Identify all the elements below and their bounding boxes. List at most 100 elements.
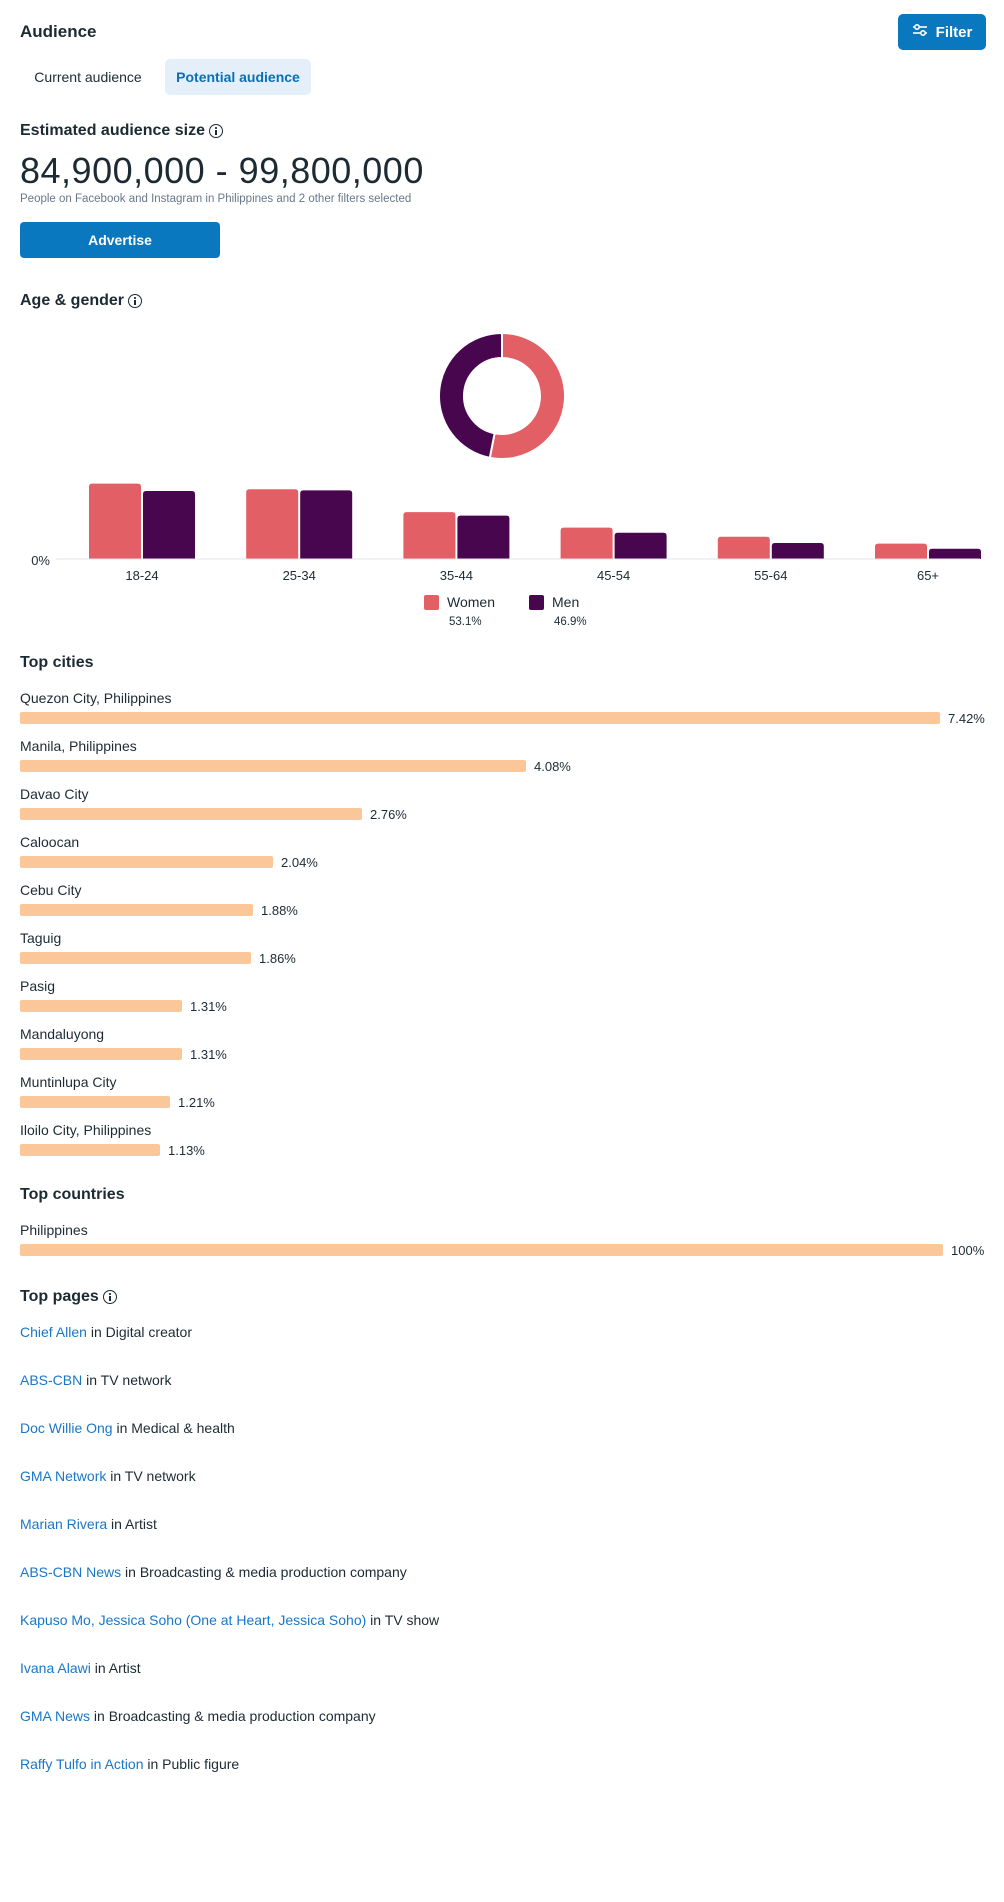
top-page-row: Ivana Alawi in Artist bbox=[20, 1660, 141, 1676]
legend-men[interactable]: Men bbox=[529, 594, 579, 610]
city-bar bbox=[20, 856, 273, 868]
audience-size-subtitle: People on Facebook and Instagram in Phil… bbox=[20, 193, 412, 205]
top-page-link[interactable]: GMA Network bbox=[20, 1468, 107, 1484]
top-page-row: Marian Rivera in Artist bbox=[20, 1516, 157, 1532]
top-page-row: Raffy Tulfo in Action in Public figure bbox=[20, 1756, 239, 1772]
city-pct: 1.21% bbox=[178, 1095, 215, 1110]
top-page-link[interactable]: ABS-CBN bbox=[20, 1372, 83, 1388]
top-page-link[interactable]: GMA News bbox=[20, 1708, 91, 1724]
top-pages-title: Top pages bbox=[20, 1288, 99, 1305]
top-page-link[interactable]: ABS-CBN News bbox=[20, 1564, 122, 1580]
x-tick-55-64: 55-64 bbox=[754, 568, 787, 583]
bar-men-55-64[interactable] bbox=[771, 543, 824, 559]
bar-men-25-34[interactable] bbox=[300, 490, 353, 559]
city-pct: 1.31% bbox=[190, 1047, 227, 1062]
city-name: Muntinlupa City bbox=[20, 1074, 117, 1090]
city-name: Mandaluyong bbox=[20, 1026, 105, 1042]
filter-label: Filter bbox=[935, 23, 973, 41]
info-icon[interactable] bbox=[128, 293, 143, 308]
top-page-category: in Broadcasting & media production compa… bbox=[90, 1708, 376, 1724]
legend-women[interactable]: Women bbox=[424, 594, 495, 610]
top-pages-heading: Top pages bbox=[20, 1288, 117, 1306]
x-tick-45-54: 45-54 bbox=[597, 568, 630, 583]
info-icon[interactable] bbox=[102, 1289, 117, 1304]
city-bar bbox=[20, 808, 362, 820]
bar-women-45-54[interactable] bbox=[560, 527, 613, 559]
city-name: Iloilo City, Philippines bbox=[20, 1122, 152, 1138]
donut-slice-men[interactable] bbox=[438, 331, 503, 459]
sliders-icon bbox=[912, 23, 928, 41]
age-gender-title: Age & gender bbox=[20, 292, 125, 309]
city-bar bbox=[20, 760, 526, 772]
top-page-link[interactable]: Raffy Tulfo in Action bbox=[20, 1756, 144, 1772]
y-tick-label: 0% bbox=[31, 553, 50, 568]
top-page-link[interactable]: Kapuso Mo, Jessica Soho (One at Heart, J… bbox=[20, 1612, 367, 1628]
bar-men-35-44[interactable] bbox=[457, 515, 510, 559]
bar-women-18-24[interactable] bbox=[89, 483, 141, 559]
city-pct: 1.31% bbox=[190, 999, 227, 1014]
top-page-row: GMA Network in TV network bbox=[20, 1468, 196, 1484]
city-name: Taguig bbox=[20, 930, 62, 946]
top-page-link[interactable]: Marian Rivera bbox=[20, 1516, 108, 1532]
top-page-link[interactable]: Ivana Alawi bbox=[20, 1660, 91, 1676]
audience-size-range: 84,900,000 - 99,800,000 bbox=[20, 150, 424, 191]
top-page-category: in Artist bbox=[107, 1516, 157, 1532]
filter-button[interactable]: Filter bbox=[898, 14, 986, 50]
page-title: Audience bbox=[20, 22, 97, 41]
top-page-category: in Artist bbox=[90, 1660, 141, 1676]
top-page-category: in TV network bbox=[106, 1468, 196, 1484]
city-pct: 2.04% bbox=[281, 855, 318, 870]
top-page-category: in TV network bbox=[82, 1372, 172, 1388]
bar-women-25-34[interactable] bbox=[246, 489, 299, 559]
audience-size-title: Estimated audience size bbox=[20, 122, 205, 139]
tab-potential-audience[interactable]: Potential audience bbox=[165, 59, 311, 95]
gender-donut bbox=[438, 331, 566, 460]
city-pct: 1.88% bbox=[261, 903, 298, 918]
city-bar bbox=[20, 904, 253, 916]
city-pct: 1.13% bbox=[168, 1143, 205, 1158]
city-bar bbox=[20, 1144, 160, 1156]
city-bar bbox=[20, 1000, 182, 1012]
top-page-row: Kapuso Mo, Jessica Soho (One at Heart, J… bbox=[20, 1612, 439, 1628]
bar-men-65+[interactable] bbox=[929, 548, 981, 559]
top-page-row: GMA News in Broadcasting & media product… bbox=[20, 1708, 376, 1724]
advertise-button[interactable]: Advertise bbox=[20, 222, 220, 258]
top-page-link[interactable]: Chief Allen bbox=[20, 1324, 87, 1340]
city-name: Caloocan bbox=[20, 834, 80, 850]
top-cities-title: Top cities bbox=[20, 654, 94, 671]
bar-women-35-44[interactable] bbox=[403, 512, 456, 559]
bar-men-18-24[interactable] bbox=[143, 491, 195, 559]
top-page-category: in Broadcasting & media production compa… bbox=[121, 1564, 407, 1580]
donut-slice-women[interactable] bbox=[488, 331, 566, 460]
city-pct: 7.42% bbox=[948, 711, 985, 726]
top-page-category: in Public figure bbox=[143, 1756, 240, 1772]
x-tick-65+: 65+ bbox=[917, 568, 939, 583]
age-gender-heading: Age & gender bbox=[20, 292, 143, 310]
top-page-category: in Medical & health bbox=[112, 1420, 235, 1436]
top-page-row: ABS-CBN News in Broadcasting & media pro… bbox=[20, 1564, 407, 1580]
info-icon[interactable] bbox=[208, 123, 223, 138]
bar-men-45-54[interactable] bbox=[614, 532, 667, 559]
top-page-link[interactable]: Doc Willie Ong bbox=[20, 1420, 113, 1436]
country-name: Philippines bbox=[20, 1222, 88, 1238]
legend-women-swatch bbox=[424, 594, 439, 610]
legend-women-pct: 53.1% bbox=[449, 616, 482, 628]
tab-current-audience[interactable]: Current audience bbox=[34, 69, 142, 85]
city-pct: 1.86% bbox=[259, 951, 296, 966]
x-tick-25-34: 25-34 bbox=[283, 568, 316, 583]
city-bar bbox=[20, 1096, 170, 1108]
country-pct: 100% bbox=[951, 1243, 985, 1258]
top-page-category: in Digital creator bbox=[86, 1324, 192, 1340]
top-page-category: in TV show bbox=[366, 1612, 440, 1628]
bar-women-65+[interactable] bbox=[875, 543, 927, 559]
city-name: Cebu City bbox=[20, 882, 82, 898]
top-page-row: Chief Allen in Digital creator bbox=[20, 1324, 192, 1340]
legend-women-label: Women bbox=[447, 594, 495, 610]
bar-women-55-64[interactable] bbox=[717, 536, 770, 559]
x-tick-18-24: 18-24 bbox=[125, 568, 158, 583]
age-gender-chart: 0% 18-24 25-34 35-44 45-54 55-64 65+ bbox=[31, 331, 981, 583]
city-name: Manila, Philippines bbox=[20, 738, 137, 754]
x-tick-labels: 18-24 25-34 35-44 45-54 55-64 65+ bbox=[125, 568, 939, 583]
city-bar bbox=[20, 952, 251, 964]
legend-men-swatch bbox=[529, 594, 544, 610]
